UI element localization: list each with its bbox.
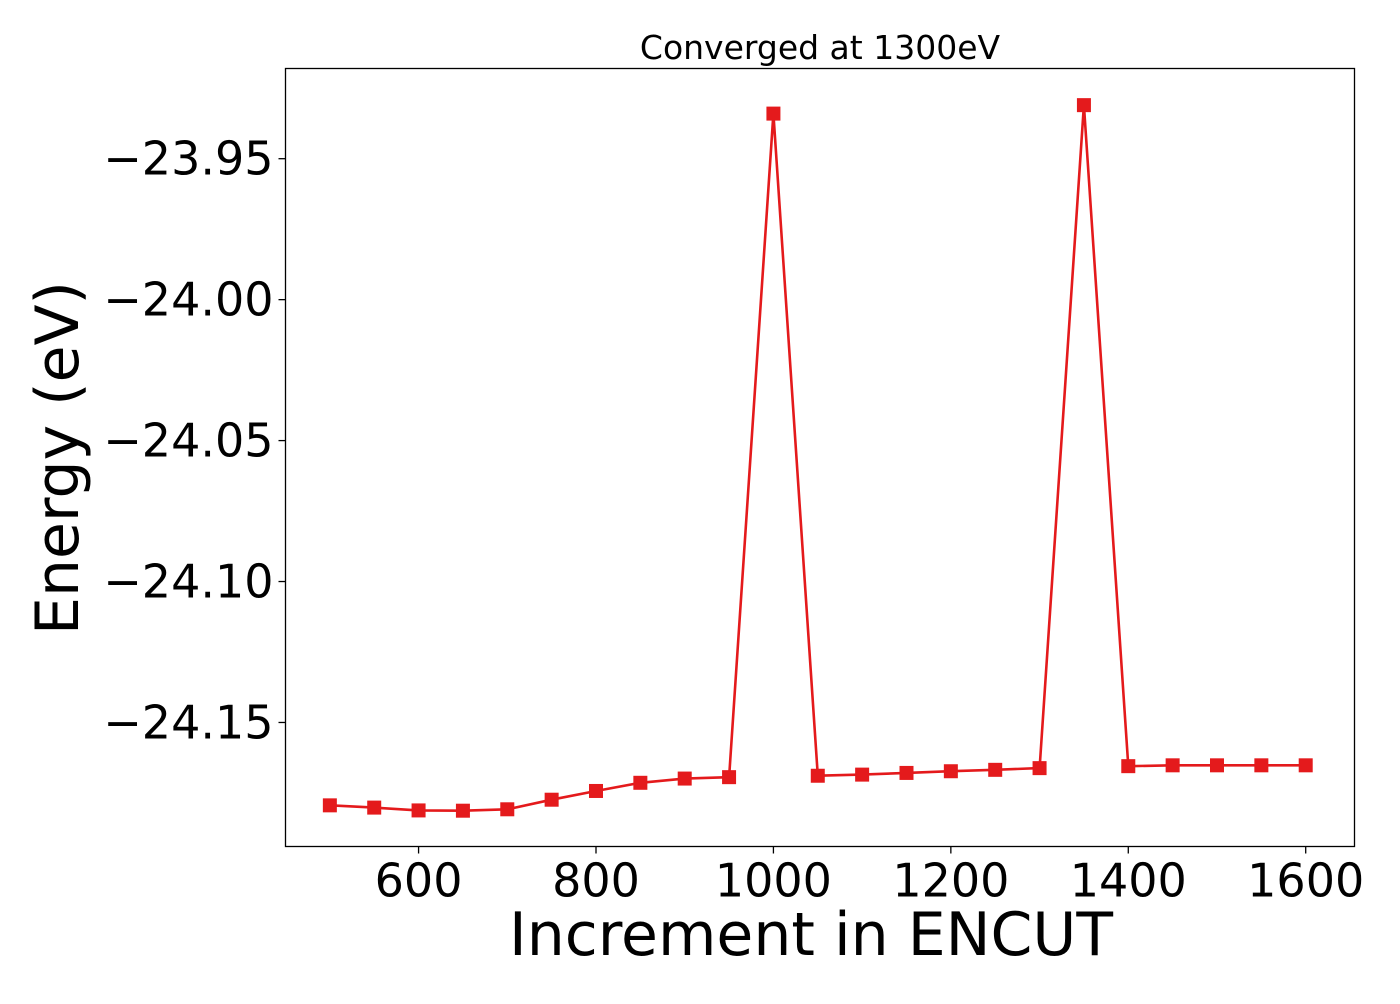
data-point-marker: [1076, 98, 1091, 113]
y-axis-label: Energy (eV): [23, 281, 93, 635]
data-point-marker: [544, 792, 559, 807]
data-point-marker: [810, 768, 825, 783]
x-tick-label: 800: [552, 854, 640, 908]
x-tick-label: 1000: [715, 854, 832, 908]
data-point-marker: [722, 770, 737, 785]
data-point-marker: [455, 803, 470, 818]
x-tick-label: 1600: [1247, 854, 1364, 908]
x-axis-ticks: 600 800 1000 1200 1400 1600: [375, 846, 1364, 908]
data-point-marker: [1121, 759, 1136, 774]
x-tick-label: 1400: [1070, 854, 1187, 908]
data-point-marker: [322, 798, 337, 813]
data-point-marker: [1032, 761, 1047, 776]
data-point-marker: [855, 767, 870, 782]
chart-title: Converged at 1300eV: [640, 28, 1001, 67]
data-point-marker: [677, 771, 692, 786]
data-point-marker: [766, 106, 781, 121]
x-tick-label: 1200: [892, 854, 1009, 908]
data-point-marker: [367, 800, 382, 815]
data-point-marker: [943, 764, 958, 779]
x-tick-label: 600: [375, 854, 463, 908]
data-point-marker: [899, 765, 914, 780]
x-axis-label: Increment in ENCUT: [509, 900, 1113, 970]
y-tick-label: −24.05: [103, 414, 273, 468]
data-point-marker: [988, 762, 1003, 777]
y-tick-label: −24.15: [103, 695, 273, 749]
data-point-marker: [500, 802, 515, 817]
data-point-marker: [1254, 758, 1269, 773]
data-point-marker: [633, 775, 648, 790]
y-axis-ticks: −23.95 −24.00 −24.05 −24.10 −24.15: [103, 132, 286, 749]
data-point-marker: [411, 803, 426, 818]
data-point-marker: [1209, 758, 1224, 773]
data-point-marker: [588, 783, 603, 798]
y-tick-label: −24.10: [103, 555, 273, 609]
data-point-marker: [1165, 758, 1180, 773]
plot-frame: [284, 67, 1356, 848]
data-point-marker: [1298, 758, 1313, 773]
y-tick-label: −24.00: [103, 273, 273, 327]
y-tick-label: −23.95: [103, 132, 273, 186]
plot-area: [322, 98, 1313, 818]
